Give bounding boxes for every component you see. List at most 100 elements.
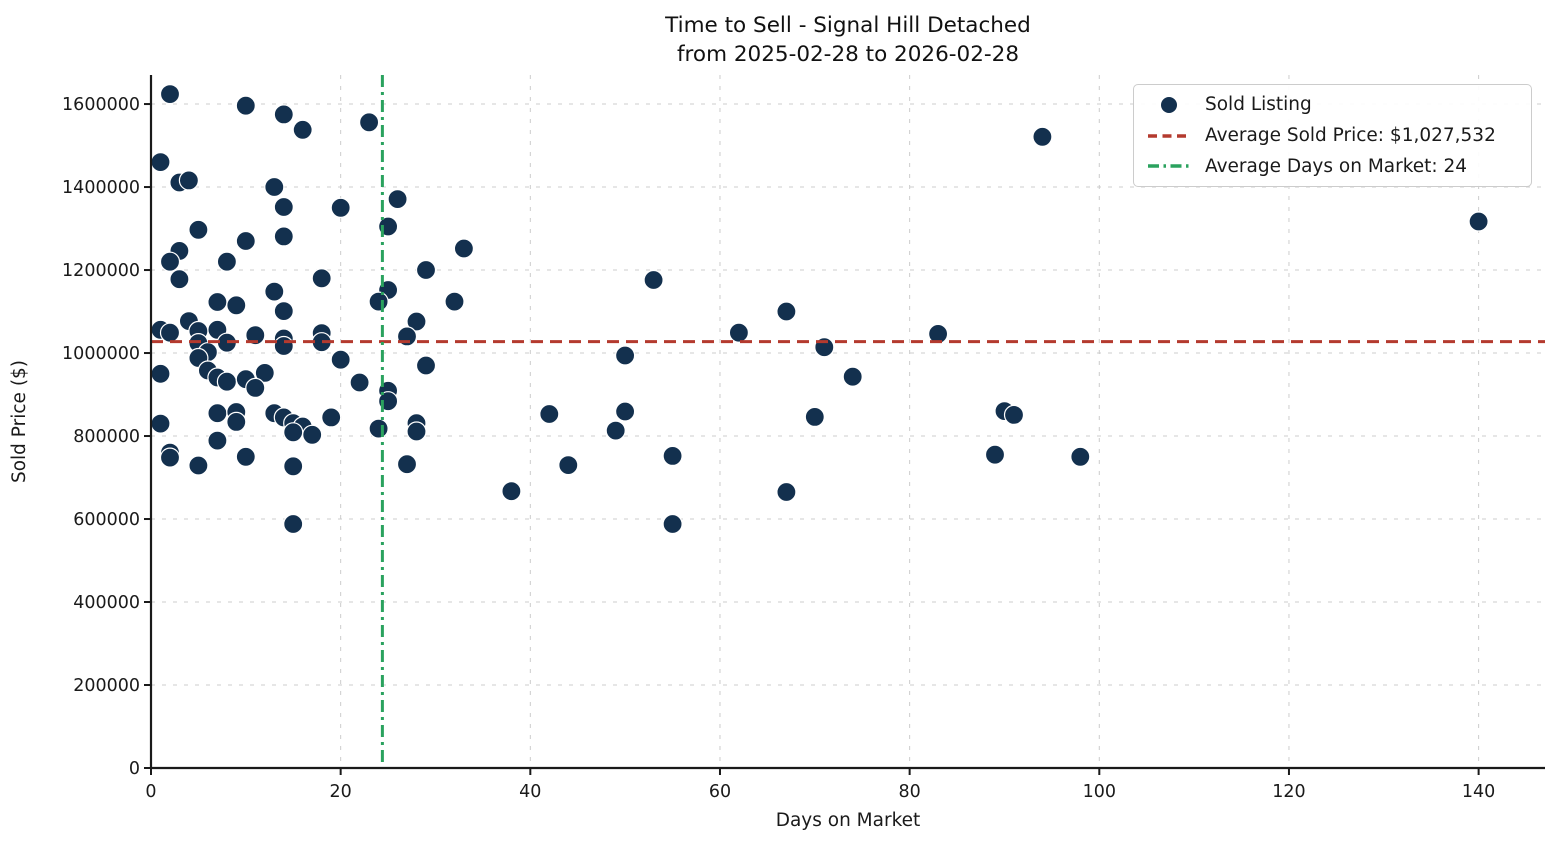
y-tick-label: 0 — [129, 759, 140, 779]
scatter-point — [283, 456, 304, 477]
legend-label: Average Days on Market: 24 — [1205, 155, 1468, 177]
scatter-point — [150, 152, 171, 173]
x-tick-label: 0 — [145, 782, 156, 802]
y-tick-label: 1200000 — [62, 261, 140, 281]
scatter-point — [1003, 404, 1025, 425]
scatter-point — [539, 403, 560, 425]
y-tick-label: 1600000 — [62, 95, 140, 115]
scatter-point — [662, 513, 683, 535]
x-axis-title: Days on Market — [776, 810, 921, 831]
x-tick-label: 60 — [709, 782, 731, 802]
scatter-point — [188, 219, 209, 240]
y-tick-label: 200000 — [73, 676, 140, 696]
scatter-point — [235, 446, 256, 467]
scatter-point — [207, 291, 228, 313]
scatter-point — [359, 112, 380, 133]
scatter-point — [273, 301, 294, 322]
x-tick-label: 80 — [898, 782, 920, 802]
scatter-point — [273, 196, 294, 218]
scatter-point — [207, 403, 228, 424]
scatter-point — [273, 226, 294, 247]
x-tick-label: 40 — [519, 782, 541, 802]
x-tick-label: 120 — [1272, 782, 1305, 802]
x-tick-label: 20 — [330, 782, 352, 802]
scatter-point — [842, 366, 863, 387]
y-tick-label: 1400000 — [62, 178, 140, 198]
chart-title: Time to Sell - Signal Hill Detached — [665, 13, 1031, 38]
scatter-point — [254, 362, 275, 383]
y-tick-label: 800000 — [73, 427, 140, 447]
scatter-point — [927, 323, 949, 344]
scatter-point — [1032, 126, 1053, 147]
scatter-point — [387, 189, 408, 210]
scatter-point — [178, 170, 199, 191]
legend-item-average-days-on-market: Average Days on Market: 24 — [1147, 151, 1531, 181]
scatter-point — [368, 418, 389, 439]
dashdot-line-icon — [1147, 163, 1191, 169]
y-tick-label: 600000 — [73, 510, 140, 530]
scatter-point — [662, 445, 683, 466]
y-axis-title: Sold Price ($) — [9, 360, 30, 483]
scatter-point — [311, 268, 332, 289]
scatter-point — [396, 454, 418, 475]
scatter-point — [159, 447, 181, 468]
dashed-line-icon — [1147, 133, 1191, 139]
sold-listing-marker-icon — [1147, 96, 1191, 113]
scatter-point — [169, 269, 190, 290]
scatter-point — [330, 197, 351, 218]
x-tick-label: 140 — [1462, 782, 1495, 802]
scatter-point — [643, 269, 664, 291]
scatter-point — [614, 345, 636, 366]
scatter-point — [235, 95, 256, 116]
scatter-point — [368, 291, 389, 312]
x-tick-label: 100 — [1083, 782, 1116, 802]
scatter-point — [1070, 446, 1091, 467]
scatter-point — [245, 325, 266, 346]
scatter-point — [264, 176, 285, 198]
scatter-point — [605, 420, 626, 441]
scatter-point — [415, 355, 437, 376]
scatter-point — [226, 411, 247, 432]
scatter-point — [216, 251, 237, 272]
scatter-point — [321, 407, 342, 428]
scatter-point — [264, 281, 285, 302]
scatter-point — [283, 513, 304, 535]
scatter-point — [349, 372, 370, 393]
scatter-point — [444, 291, 465, 312]
scatter-point — [776, 481, 797, 503]
scatter-point — [159, 322, 181, 343]
legend-label: Average Sold Price: $1,027,532 — [1205, 125, 1496, 146]
y-tick-label: 400000 — [73, 593, 140, 613]
scatter-point — [406, 311, 427, 332]
scatter-point — [415, 259, 437, 281]
y-tick-label: 1000000 — [62, 344, 140, 364]
scatter-point — [614, 401, 636, 422]
scatter-point — [283, 422, 304, 443]
legend: Sold Listing Average Sold Price: $1,027,… — [1133, 84, 1532, 187]
scatter-point — [159, 251, 181, 272]
scatter-point — [207, 430, 228, 451]
scatter-point — [216, 371, 237, 392]
chart-subtitle: from 2025-02-28 to 2026-02-28 — [676, 42, 1020, 67]
scatter-point — [984, 444, 1006, 465]
scatter-point — [245, 377, 266, 398]
scatter-point — [558, 455, 579, 476]
scatter-point — [776, 301, 797, 322]
legend-item-sold-listing: Sold Listing — [1147, 90, 1531, 120]
scatter-point — [406, 421, 427, 442]
scatter-point — [728, 322, 750, 343]
scatter-point — [804, 406, 825, 427]
scatter-point — [273, 104, 294, 125]
scatter-point — [150, 363, 171, 384]
scatter-point — [159, 83, 181, 105]
scatter-point — [330, 349, 351, 370]
legend-item-average-sold-price: Average Sold Price: $1,027,532 — [1147, 121, 1531, 151]
scatter-point — [302, 424, 323, 445]
scatter-point — [150, 413, 171, 434]
scatter-point — [1468, 211, 1489, 232]
scatter-point — [235, 230, 256, 252]
scatter-point — [273, 335, 294, 357]
scatter-point — [188, 455, 209, 476]
